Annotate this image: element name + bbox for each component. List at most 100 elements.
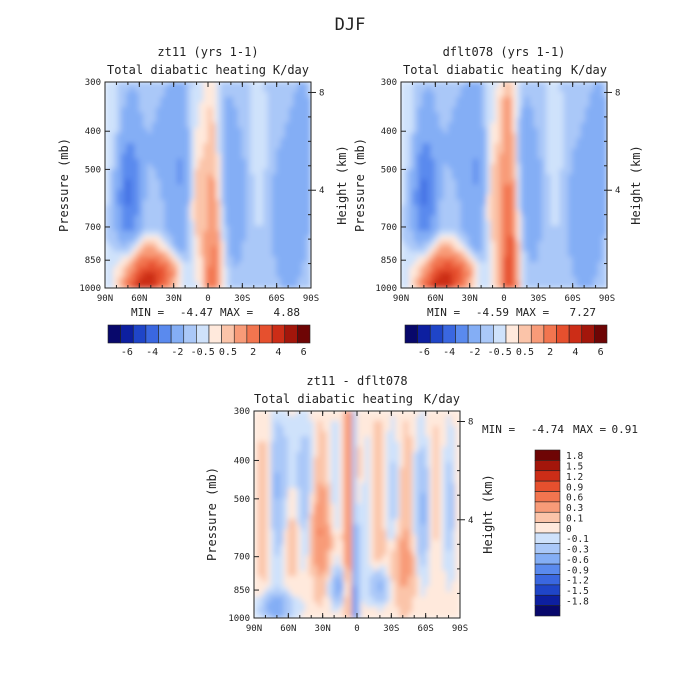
heatmap-cell [456, 261, 462, 268]
heatmap-cell [177, 169, 183, 176]
heatmap-cell [173, 251, 179, 258]
heatmap-cell [147, 261, 153, 268]
heatmap-cell [546, 220, 552, 227]
heatmap-cell [266, 426, 272, 433]
heatmap-cell [164, 210, 170, 217]
heatmap-cell [134, 230, 140, 237]
heatmap-cell [283, 488, 289, 495]
heatmap-cell [168, 179, 175, 186]
heatmap-cell [168, 86, 175, 93]
heatmap-cell [259, 272, 265, 279]
heatmap-cell [313, 519, 319, 526]
heatmap-cell [203, 122, 209, 129]
heatmap-cell [309, 534, 315, 541]
heatmap-cell [550, 102, 556, 109]
heatmap-cell [130, 107, 136, 114]
heatmap-cell [417, 251, 423, 258]
heatmap-cell [259, 241, 265, 248]
heatmap-cell [259, 143, 265, 150]
heatmap-cell [546, 117, 552, 124]
heatmap-cell [113, 96, 119, 104]
heatmap-cell [585, 220, 591, 227]
heatmap-cell [173, 122, 179, 129]
heatmap-cell [296, 493, 302, 500]
heatmap-cell [546, 261, 552, 268]
heatmap-cell [469, 122, 475, 129]
heatmap-cell [512, 179, 518, 186]
heatmap-cell [280, 246, 286, 253]
heatmap-cell [460, 117, 466, 124]
y-tick-label: 1000 [79, 284, 101, 294]
heatmap-cell [147, 194, 153, 201]
heatmap-cell [164, 251, 170, 258]
heatmap-cell [597, 256, 604, 263]
heatmap-cell [602, 148, 607, 155]
heatmap-cell [211, 148, 218, 155]
heatmap-cell [287, 498, 294, 505]
heatmap-cell [512, 96, 518, 104]
heatmap-cell [194, 282, 200, 288]
heatmap-cell [473, 112, 479, 119]
heatmap-cell [216, 163, 222, 171]
heatmap-cell [464, 138, 471, 145]
heatmap-cell [309, 560, 315, 567]
heatmap-cell [177, 241, 183, 248]
heatmap-cell [296, 534, 302, 541]
heatmap-cell [343, 529, 349, 536]
heatmap-cell [486, 246, 492, 253]
heatmap-cell [194, 163, 200, 171]
heatmap-cell [266, 555, 272, 562]
heatmap-cell [241, 117, 248, 124]
heatmap-cell [537, 102, 544, 109]
heatmap-cell [257, 612, 264, 618]
heatmap-cell [168, 91, 175, 98]
heatmap-cell [529, 272, 535, 279]
heatmap-cell [602, 143, 607, 150]
heatmap-cell [292, 467, 298, 474]
heatmap-cell [147, 241, 153, 248]
heatmap-cell [117, 282, 123, 288]
heatmap-cell [262, 524, 268, 531]
heatmap-cell [284, 174, 291, 181]
heatmap-cell [512, 215, 518, 222]
heatmap-cell [580, 169, 587, 176]
heatmap-cell [276, 117, 282, 124]
heatmap-cell [266, 514, 272, 521]
heatmap-cell [259, 153, 265, 160]
heatmap-cell [494, 102, 501, 109]
heatmap-cell [216, 127, 222, 134]
heatmap-cell [267, 220, 273, 227]
heatmap-cell [452, 138, 458, 145]
heatmap-cell [151, 143, 157, 150]
heatmap-cell [305, 498, 311, 505]
heatmap-cell [274, 586, 281, 593]
heatmap-cell [138, 220, 145, 227]
heatmap-cell [550, 199, 556, 207]
heatmap-cell [439, 184, 445, 191]
heatmap-cell [580, 277, 587, 284]
heatmap-cell [228, 261, 235, 268]
heatmap-cell [241, 256, 248, 263]
heatmap-cell [516, 153, 522, 160]
heatmap-cell [503, 117, 509, 124]
heatmap-cell [274, 472, 281, 479]
heatmap-cell [452, 133, 458, 140]
heatmap-cell [494, 199, 501, 207]
heatmap-cell [330, 498, 337, 505]
heatmap-cell [477, 277, 484, 284]
heatmap-cell [254, 493, 259, 500]
heatmap-cell [326, 581, 332, 588]
heatmap-cell [254, 205, 260, 212]
heatmap-cell [301, 184, 308, 191]
heatmap-cell [164, 143, 170, 150]
heatmap-cell [602, 179, 607, 186]
heatmap-cell [160, 251, 166, 258]
heatmap-cell [297, 107, 303, 114]
heatmap-cell [270, 441, 276, 448]
heatmap-cell [602, 133, 607, 140]
heatmap-cell [143, 153, 149, 160]
heatmap-cell [203, 158, 209, 165]
heatmap-cell [164, 163, 170, 171]
heatmap-cell [220, 189, 226, 196]
heatmap-cell [237, 96, 243, 104]
